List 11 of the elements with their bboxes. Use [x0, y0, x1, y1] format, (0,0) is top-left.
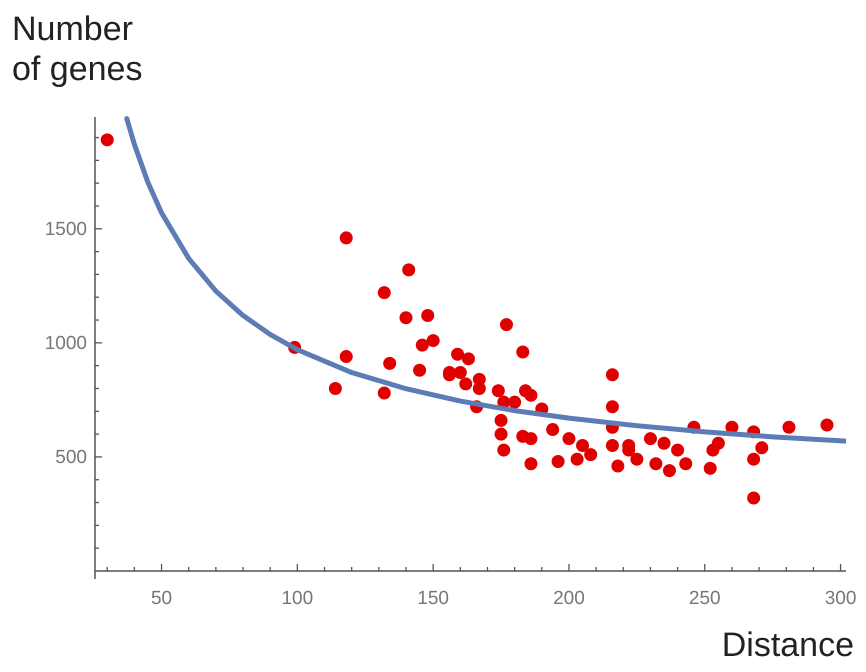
x-tick-label: 200	[553, 588, 585, 609]
y-tick-label: 1500	[44, 218, 87, 240]
x-tick-label: 300	[824, 588, 856, 609]
x-tick-label: 100	[281, 588, 314, 609]
x-tick-label: 250	[688, 588, 721, 609]
x-axis-title: Distance	[722, 626, 854, 664]
y-tick-label: 500	[55, 446, 87, 468]
x-tick-label: 150	[417, 588, 450, 609]
x-tick-label: 50	[150, 588, 172, 609]
y-axis-title: Number of genes	[12, 10, 142, 88]
y-tick-label: 1000	[44, 332, 87, 354]
